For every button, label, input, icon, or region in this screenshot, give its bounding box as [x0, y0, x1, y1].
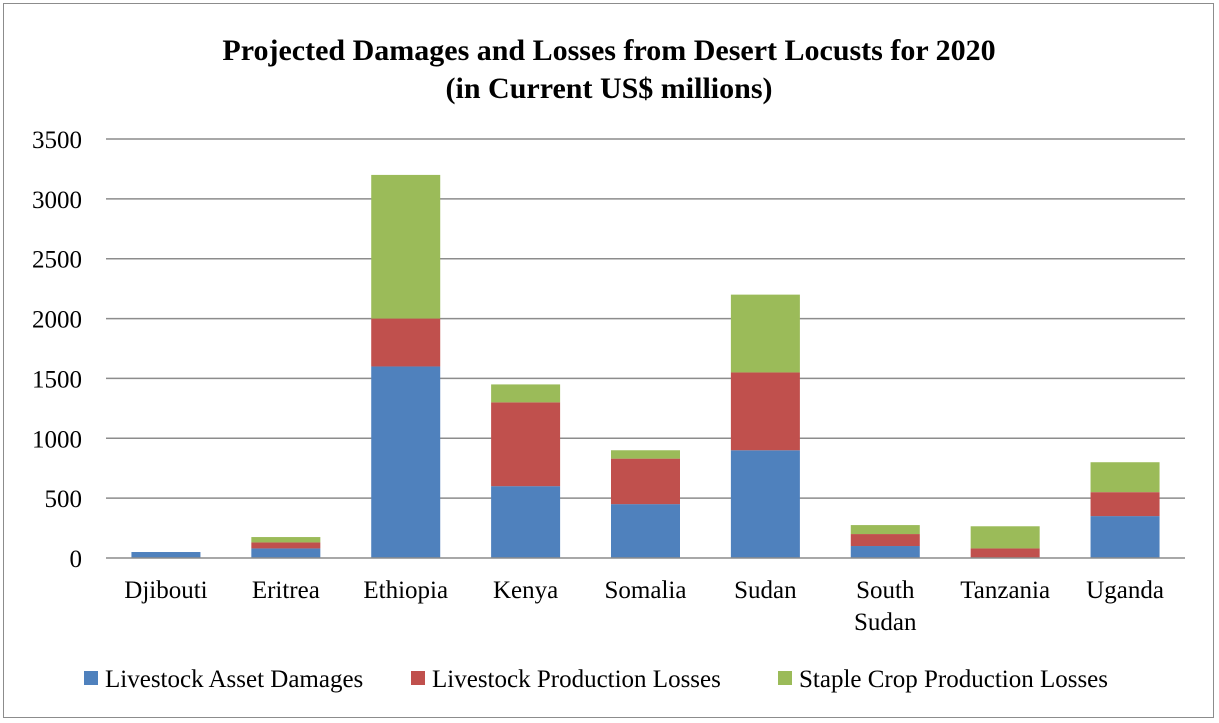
x-tick-label: Uganda [1086, 577, 1164, 604]
legend-label: Livestock Production Losses [432, 666, 721, 693]
legend-swatch [778, 671, 792, 685]
x-tick-label: Eritrea [252, 577, 320, 604]
bar-segment [850, 546, 920, 558]
y-tick-label: 500 [45, 486, 83, 513]
bar-segment [251, 537, 321, 543]
x-tick-label: Ethiopia [363, 577, 448, 604]
stacked-bar-chart: Projected Damages and Losses from Desert… [32, 34, 1185, 693]
bar-segment [491, 384, 561, 403]
legend-swatch [411, 671, 425, 685]
x-tick-label: Sudan [734, 577, 797, 604]
x-tick-label: Djibouti [124, 577, 207, 604]
chart-title: Projected Damages and Losses from Desert… [222, 34, 995, 67]
bar-segment [371, 318, 441, 367]
bar-segment [1090, 462, 1160, 493]
legend-label: Livestock Asset Damages [105, 666, 363, 693]
bar-segment [611, 450, 680, 459]
legend-label: Staple Crop Production Losses [799, 666, 1108, 693]
bar-segment [371, 366, 441, 558]
x-tick-label: Kenya [493, 577, 558, 604]
bar-segment [730, 294, 800, 373]
gridlines [106, 138, 1185, 499]
bar-segment [251, 548, 321, 558]
x-tick-label: Somalia [605, 577, 687, 604]
bar-segment [850, 525, 920, 535]
y-tick-label: 3500 [32, 127, 82, 154]
y-tick-label: 2500 [32, 247, 82, 274]
bar-segment [970, 526, 1040, 549]
bar-segment [1090, 492, 1160, 517]
y-tick-label: 1000 [32, 426, 82, 453]
bar-segment [730, 450, 800, 558]
bar-segment [251, 542, 321, 549]
chart-subtitle: (in Current US$ millions) [446, 72, 773, 105]
y-tick-label: 1500 [32, 366, 82, 393]
bar-segment [850, 534, 920, 547]
bar-segment [611, 504, 680, 558]
chart-frame: Projected Damages and Losses from Desert… [3, 3, 1214, 718]
y-tick-label: 2000 [32, 307, 82, 334]
y-tick-label: 0 [70, 546, 83, 573]
x-tick-label: Tanzania [960, 577, 1050, 604]
legend: Livestock Asset Damages Livestock Product… [84, 666, 1108, 693]
bar-segment [611, 458, 680, 505]
x-tick-label: South [856, 577, 915, 604]
bars [131, 174, 1160, 558]
bar-segment [970, 548, 1040, 558]
bar-segment [1090, 516, 1160, 558]
bar-segment [730, 372, 800, 451]
x-axis-labels: Djibouti Eritrea Ethiopia Kenya Somalia Sudan… [124, 577, 1164, 636]
y-tick-label: 3000 [32, 187, 82, 214]
legend-swatch [84, 671, 98, 685]
bar-segment [491, 486, 561, 558]
x-tick-label: Sudan [854, 609, 917, 636]
bar-segment [131, 552, 201, 558]
y-axis-ticks: 0 500 1000 1500 2000 2500 3000 3500 [32, 127, 82, 573]
bar-segment [491, 402, 561, 487]
bar-segment [371, 174, 441, 319]
